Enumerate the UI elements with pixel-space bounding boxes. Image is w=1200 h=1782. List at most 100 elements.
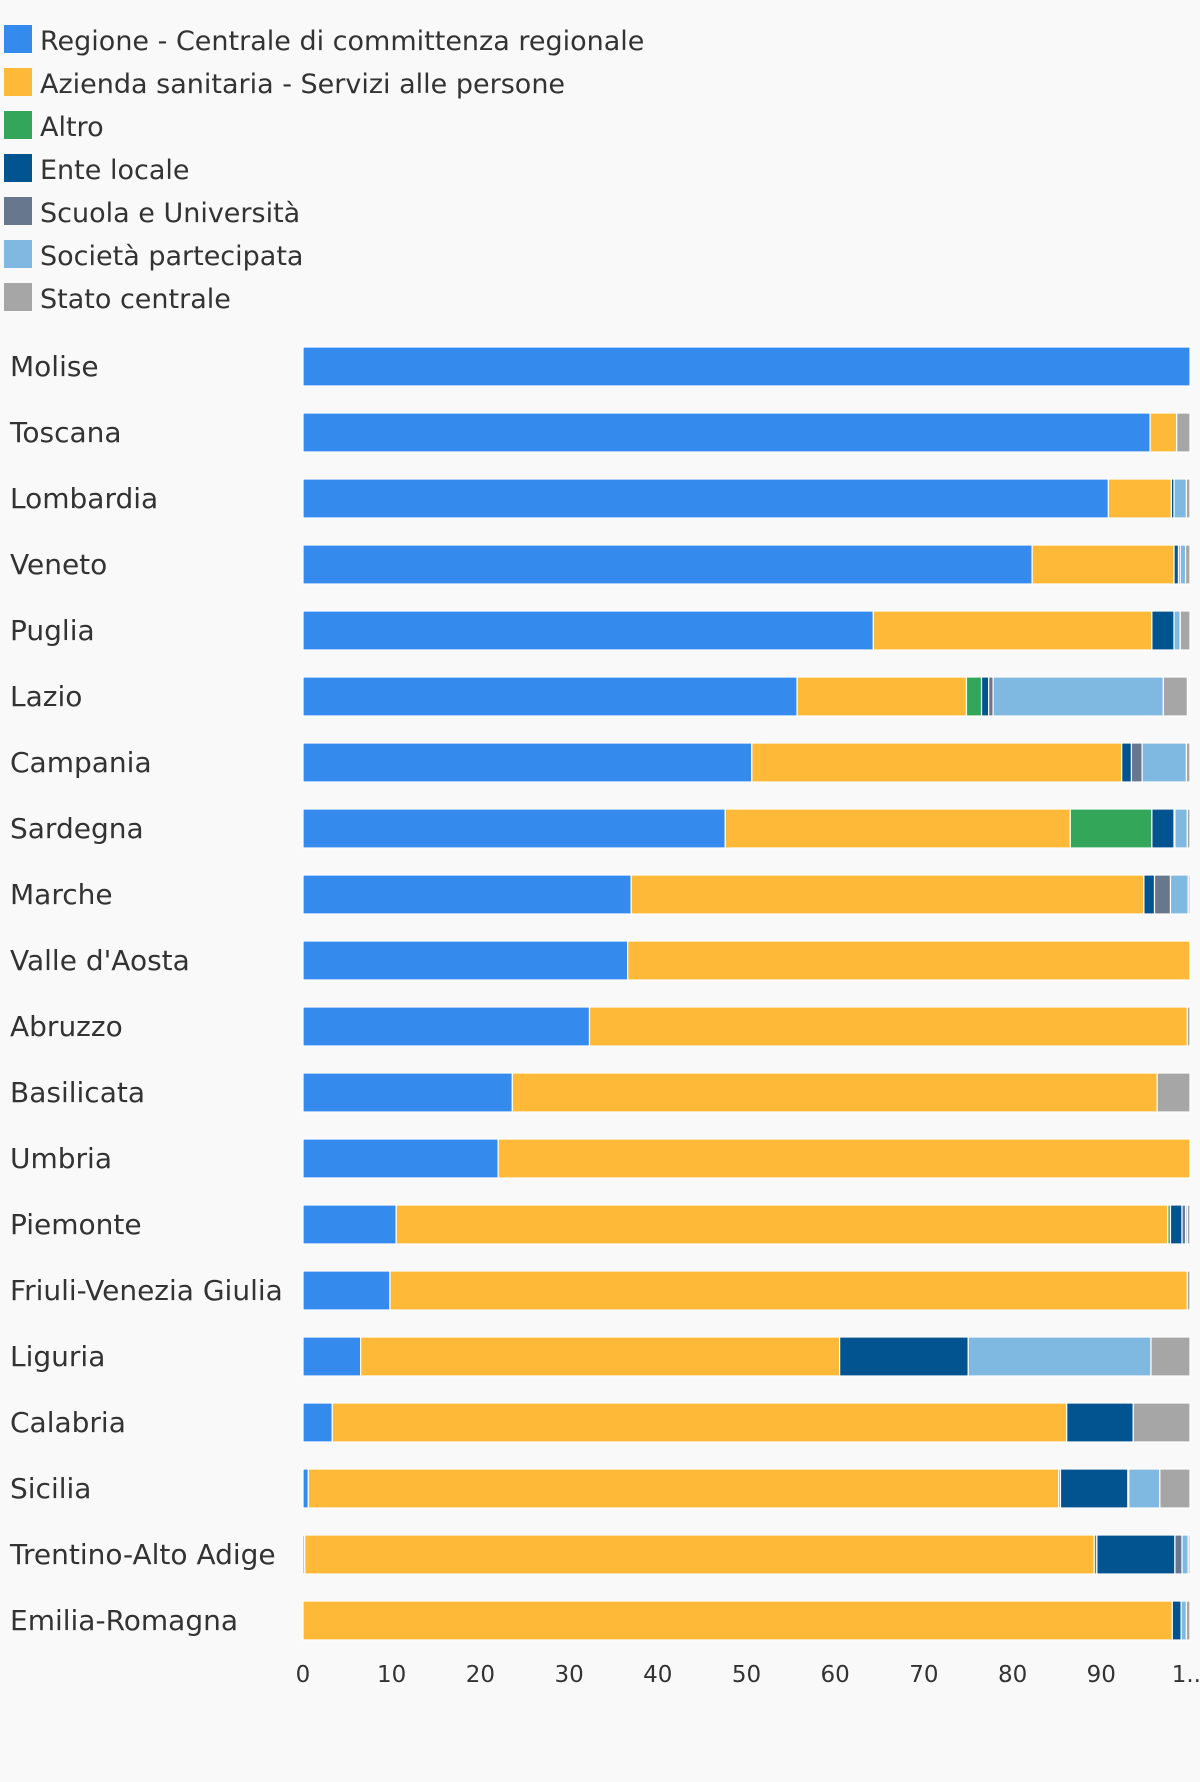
bar-segment: [511, 1072, 1158, 1113]
bar-segment: [1159, 1468, 1191, 1509]
bar-segment: [992, 676, 1164, 717]
legend-swatch: [4, 240, 32, 268]
bar-segment: [1185, 1600, 1191, 1641]
category-label: Liguria: [10, 1340, 105, 1373]
bar-segment: [302, 940, 629, 981]
bar-segment: [980, 676, 990, 717]
bar-segment: [1107, 478, 1172, 519]
bar-segment: [627, 940, 1191, 981]
x-tick-label: 50: [732, 1662, 761, 1688]
bar-segment: [1128, 1468, 1161, 1509]
bar-segment: [1141, 742, 1188, 783]
legend-swatch: [4, 25, 32, 53]
bar-segment: [1096, 1534, 1176, 1575]
bar-segment: [1186, 1006, 1191, 1047]
bar-segment: [1173, 610, 1181, 651]
bar-segment: [724, 808, 1071, 849]
bar-segment: [1180, 1600, 1188, 1641]
bar-segment: [331, 1402, 1068, 1443]
legend-label: Regione - Centrale di committenza region…: [40, 26, 644, 57]
x-tick-label: 90: [1087, 1662, 1116, 1688]
bar-segment: [302, 478, 1109, 519]
category-label: Calabria: [10, 1406, 126, 1439]
x-tick-label: 60: [821, 1662, 850, 1688]
bar-segment: [1181, 1534, 1189, 1575]
bar-segment: [1143, 874, 1156, 915]
bar-segment: [1151, 808, 1175, 849]
bar-segment: [1059, 1468, 1129, 1509]
bar-segment: [630, 874, 1145, 915]
bar-segment: [1153, 874, 1172, 915]
bar-segment: [302, 1600, 1173, 1641]
bar-segment: [302, 544, 1033, 585]
bar-segment: [1132, 1402, 1191, 1443]
bar-segment: [302, 1006, 591, 1047]
legend-label: Scuola e Università: [40, 198, 300, 229]
bar-segment: [307, 1468, 1060, 1509]
bar-segment: [1179, 610, 1191, 651]
bar-segment: [302, 874, 632, 915]
x-tick-label: 20: [466, 1662, 495, 1688]
category-label: Trentino-Alto Adige: [9, 1538, 276, 1571]
category-label: Campania: [10, 746, 152, 779]
bar-segment: [1187, 874, 1191, 915]
category-label: Molise: [10, 350, 99, 383]
bar-segment: [1162, 676, 1188, 717]
bar-segment: [1069, 808, 1153, 849]
bar-segment: [1149, 412, 1178, 453]
bars: [302, 346, 1191, 1641]
category-label: Umbria: [10, 1142, 112, 1175]
bar-segment: [302, 1402, 333, 1443]
category-label: Sardegna: [10, 812, 144, 845]
category-label: Toscana: [9, 416, 122, 449]
bar-segment: [1185, 478, 1191, 519]
bar-segment: [302, 1270, 391, 1311]
bar-segment: [1156, 1072, 1191, 1113]
bar-segment: [302, 1138, 499, 1179]
x-tick-label: 80: [998, 1662, 1027, 1688]
bar-segment: [1174, 1534, 1183, 1575]
bar-segment: [302, 412, 1151, 453]
category-label: Lazio: [10, 680, 82, 713]
legend-label: Società partecipata: [40, 241, 303, 272]
bar-segment: [1184, 544, 1191, 585]
x-tick-label: 70: [909, 1662, 938, 1688]
bar-segment: [304, 1534, 1095, 1575]
bar-segment: [1171, 1600, 1182, 1641]
bar-segment: [1031, 544, 1175, 585]
legend-label: Stato centrale: [40, 284, 231, 315]
bar-segment: [751, 742, 1123, 783]
x-tick-label: 0: [296, 1662, 311, 1688]
bar-segment: [1173, 544, 1180, 585]
bar-segment: [1130, 742, 1143, 783]
bar-segment: [1150, 1336, 1191, 1377]
legend-swatch: [4, 197, 32, 225]
bar-segment: [965, 676, 983, 717]
bar-segment: [1186, 1270, 1191, 1311]
category-label: Basilicata: [10, 1076, 145, 1109]
bar-segment: [302, 610, 874, 651]
x-tick-label: 30: [554, 1662, 583, 1688]
legend-swatch: [4, 111, 32, 139]
bar-segment: [360, 1336, 841, 1377]
category-label: Lombardia: [10, 482, 158, 515]
x-tick-label: 1...: [1172, 1662, 1200, 1688]
bar-segment: [1187, 1534, 1191, 1575]
bar-segment: [1151, 610, 1175, 651]
bar-segment: [1066, 1402, 1134, 1443]
legend-swatch: [4, 283, 32, 311]
x-tick-label: 10: [377, 1662, 406, 1688]
legend: Regione - Centrale di committenza region…: [4, 25, 644, 315]
x-tick-label: 40: [643, 1662, 672, 1688]
bar-segment: [302, 346, 1191, 387]
category-label: Abruzzo: [10, 1010, 123, 1043]
category-label: Emilia-Romagna: [10, 1604, 238, 1637]
bar-segment: [302, 676, 798, 717]
bar-segment: [497, 1138, 1191, 1179]
category-labels: Molise Toscana Lombardia Veneto Puglia Lazio C…: [9, 350, 283, 1637]
bar-segment: [839, 1336, 969, 1377]
bar-segment: [588, 1006, 1188, 1047]
bar-segment: [1179, 544, 1187, 585]
category-label: Valle d'Aosta: [10, 944, 190, 977]
